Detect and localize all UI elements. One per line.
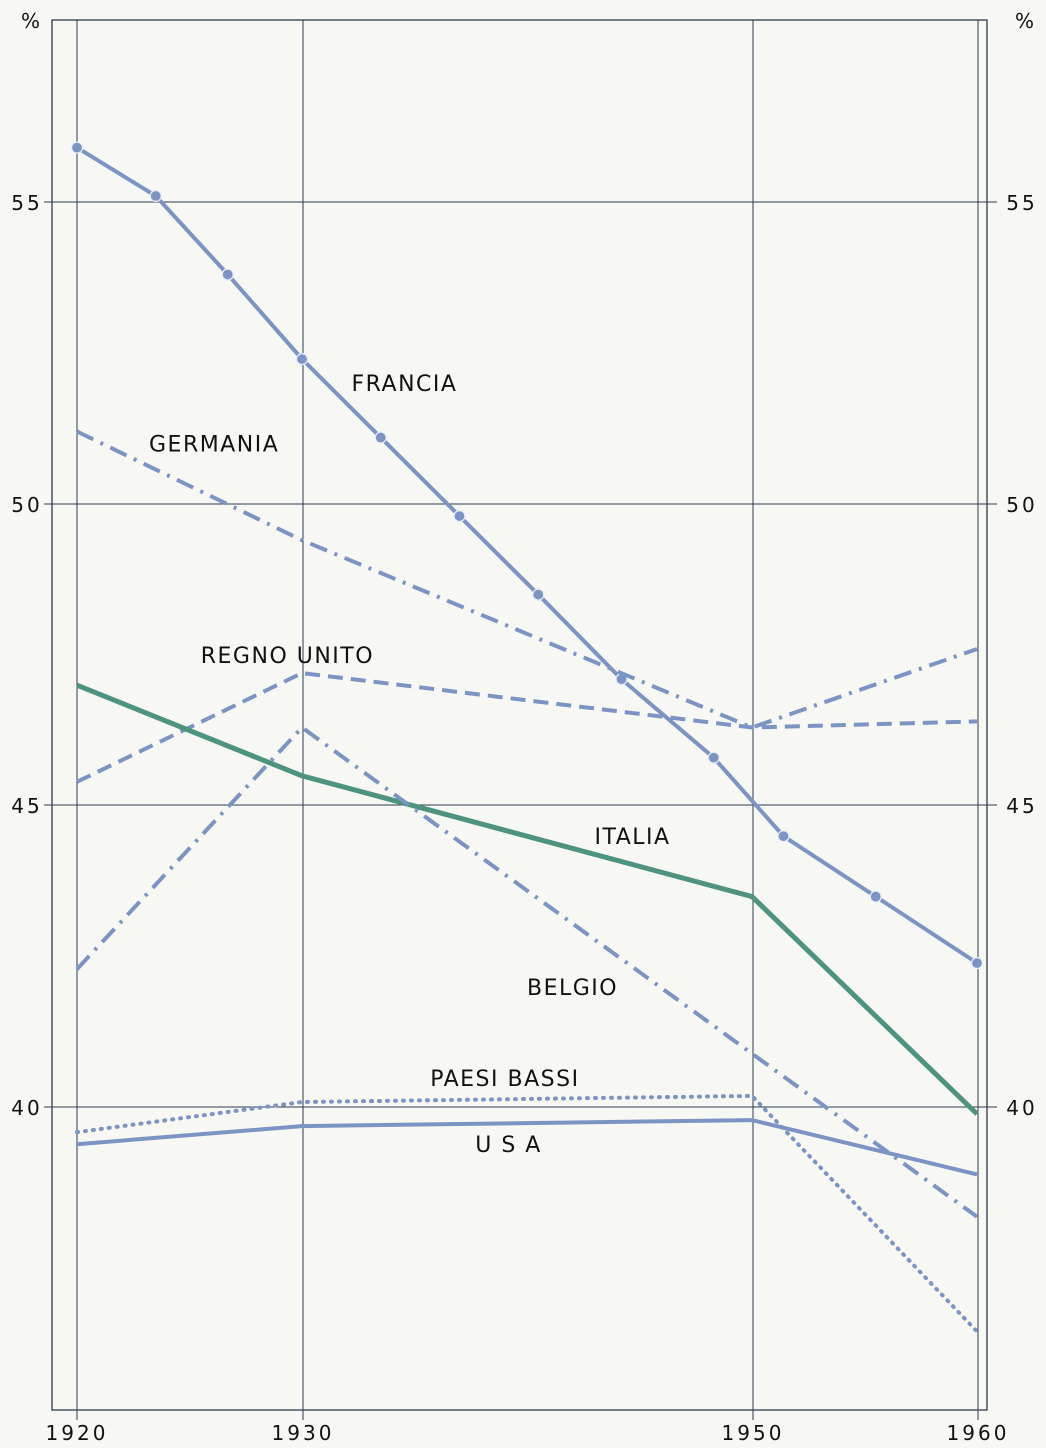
y-tick-label-left: 45 — [11, 794, 42, 818]
series-label-regno-unito: REGNO UNITO — [201, 644, 374, 669]
series-point-francia — [970, 956, 984, 970]
y-tick-label-right: 40 — [1006, 1096, 1037, 1120]
y-tick-label-left: 40 — [11, 1096, 42, 1120]
series-point-francia — [295, 352, 309, 366]
y-tick-label-right: 55 — [1006, 191, 1037, 215]
series-line-italia — [76, 682, 979, 1116]
y-unit-right: % — [1015, 9, 1037, 33]
series-line-germania — [76, 429, 978, 730]
series-line-belgio — [75, 725, 979, 1219]
x-tick-label: 1950 — [722, 1421, 785, 1445]
series-label-germania: GERMANIA — [149, 433, 279, 458]
series-line-paesi-bassi — [75, 1093, 979, 1334]
series-point-francia — [70, 141, 84, 154]
series-point-francia — [374, 431, 387, 444]
series-point-francia — [453, 509, 466, 523]
series-point-francia — [707, 751, 720, 764]
series-label-belgio: BELGIO — [527, 976, 618, 1001]
series-point-francia — [149, 189, 162, 203]
x-tick-label: 1930 — [272, 1421, 335, 1445]
x-tick-label: 1960 — [947, 1421, 1010, 1445]
y-tick-label-left: 50 — [11, 493, 42, 517]
y-tick-label-right: 45 — [1006, 794, 1037, 818]
y-tick-label-left: 55 — [11, 191, 42, 215]
series-line-francia — [75, 145, 979, 965]
x-tick-label: 1920 — [46, 1421, 109, 1445]
series-label-paesi-bassi: PAESI BASSI — [430, 1067, 579, 1092]
series-point-francia — [221, 268, 234, 281]
y-unit-left: % — [21, 9, 43, 33]
series-point-francia — [532, 588, 545, 601]
y-tick-label-right: 50 — [1006, 493, 1037, 517]
series-point-francia — [777, 830, 790, 843]
series-label-italia: ITALIA — [595, 825, 671, 850]
series-point-francia — [869, 890, 882, 903]
plot-frame — [51, 19, 988, 1411]
series-label-u-s-a: U S A — [475, 1133, 542, 1158]
series-label-francia: FRANCIA — [352, 372, 458, 397]
series-line-regno-unito — [76, 671, 978, 784]
series-line-u-s-a — [76, 1118, 978, 1177]
